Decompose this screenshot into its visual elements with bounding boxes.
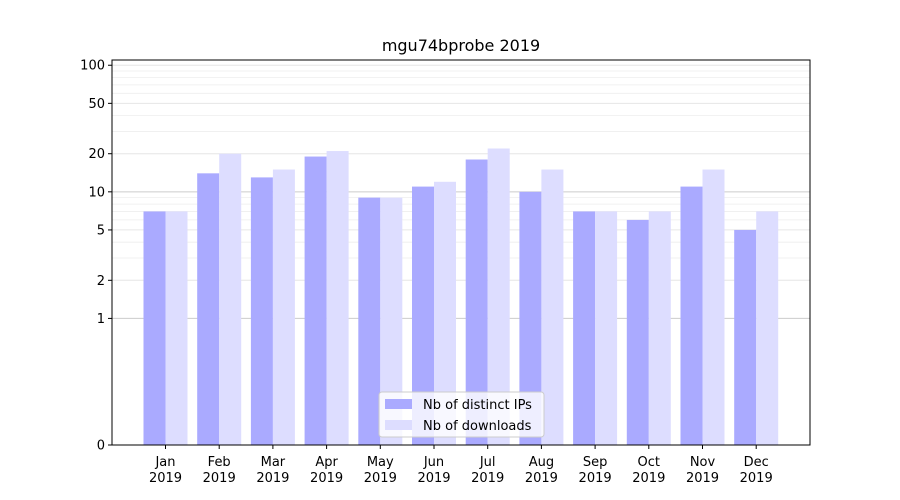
bar-downloads — [165, 211, 188, 445]
bar-downloads — [756, 211, 779, 445]
y-tick-label: 5 — [97, 223, 105, 238]
x-tick-label: Mar 2019 — [256, 455, 289, 486]
bar-ips — [197, 173, 220, 445]
plot-frame — [111, 59, 811, 446]
x-tick-label: Nov 2019 — [686, 455, 719, 486]
bar-ips — [519, 191, 542, 445]
x-tick-label: Jan 2019 — [149, 455, 182, 486]
legend-label: Nb of downloads — [423, 419, 532, 434]
bar-ips — [465, 159, 488, 445]
bar-ips — [250, 177, 273, 446]
bar-ips — [734, 229, 757, 445]
bar-downloads — [380, 197, 403, 445]
x-tick-label: Jun 2019 — [417, 455, 450, 486]
bar-downloads — [326, 151, 349, 445]
y-tick-label: 100 — [80, 59, 105, 74]
legend-box — [378, 391, 545, 438]
x-tick-label: Sep 2019 — [579, 455, 612, 486]
x-tick-label: Feb 2019 — [203, 455, 236, 486]
legend-swatch — [385, 399, 412, 409]
bar-downloads — [541, 169, 564, 445]
x-tick-label: Jul 2019 — [471, 455, 504, 486]
bar-ips — [304, 156, 327, 446]
bar-downloads — [219, 153, 242, 446]
bar-ips — [358, 197, 381, 445]
y-tick-label: 20 — [88, 147, 105, 162]
bar-downloads — [702, 169, 725, 445]
legend: Nb of distinct IPs Nb of downloads — [378, 391, 545, 438]
y-tick-label: 10 — [88, 185, 105, 200]
bar-downloads — [487, 148, 510, 445]
x-tick-label: Oct 2019 — [632, 455, 665, 486]
x-tick-label: Aug 2019 — [525, 455, 558, 486]
bar-ips — [573, 211, 596, 445]
bar-ips — [412, 186, 434, 446]
bar-downloads — [595, 211, 618, 445]
y-axis: 0 1 2 5 10 20 50 100 — [80, 59, 112, 454]
x-tick-label: May 2019 — [364, 455, 397, 486]
y-tick-label: 1 — [97, 312, 105, 327]
x-tick-label: Apr 2019 — [310, 455, 343, 486]
bar-ips — [626, 219, 649, 445]
y-tick-label: 50 — [88, 97, 105, 112]
y-tick-label: 2 — [97, 274, 105, 289]
legend-swatch — [385, 420, 412, 430]
bar-ips — [680, 186, 703, 446]
bar-downloads — [648, 211, 671, 445]
x-axis: Jan 2019 Feb 2019 Mar 2019 Apr 2019 May 2019 Jun 20… — [149, 445, 773, 486]
x-tick-label: Dec 2019 — [740, 455, 773, 486]
bar-downloads — [272, 169, 295, 445]
bar-downloads — [434, 181, 456, 445]
bars — [143, 148, 779, 446]
chart-title: mgu74bprobe 2019 — [382, 36, 540, 55]
bar-ips — [143, 211, 166, 445]
y-tick-label: 0 — [97, 439, 105, 454]
legend-label: Nb of distinct IPs — [423, 398, 532, 413]
